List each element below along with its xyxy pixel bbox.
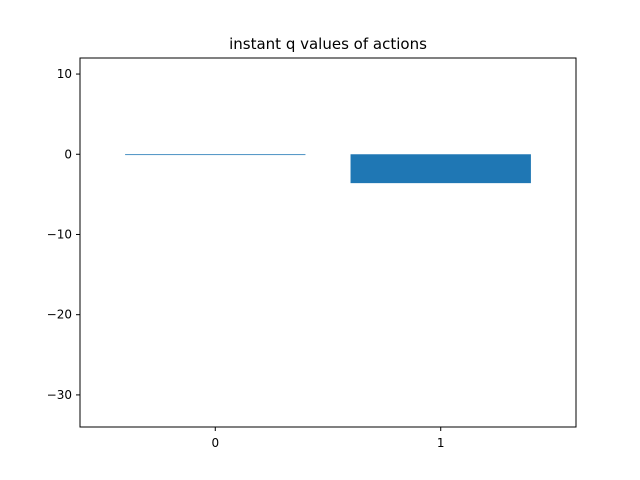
y-tick-label: −10 [47, 227, 72, 241]
y-axis: 10 0 −10 −20 −30 [47, 67, 80, 402]
chart-title: instant q values of actions [229, 35, 427, 53]
y-tick-label: 0 [64, 147, 72, 161]
y-tick-label: −20 [47, 308, 72, 322]
bar-0 [125, 154, 306, 156]
x-tick-label: 0 [211, 436, 219, 450]
y-tick-label: 10 [57, 67, 72, 81]
bars-group [125, 154, 531, 184]
bar-1 [350, 154, 531, 184]
plot-frame [79, 57, 577, 428]
x-tick-label: 1 [437, 436, 445, 450]
y-tick-label: −30 [47, 388, 72, 402]
